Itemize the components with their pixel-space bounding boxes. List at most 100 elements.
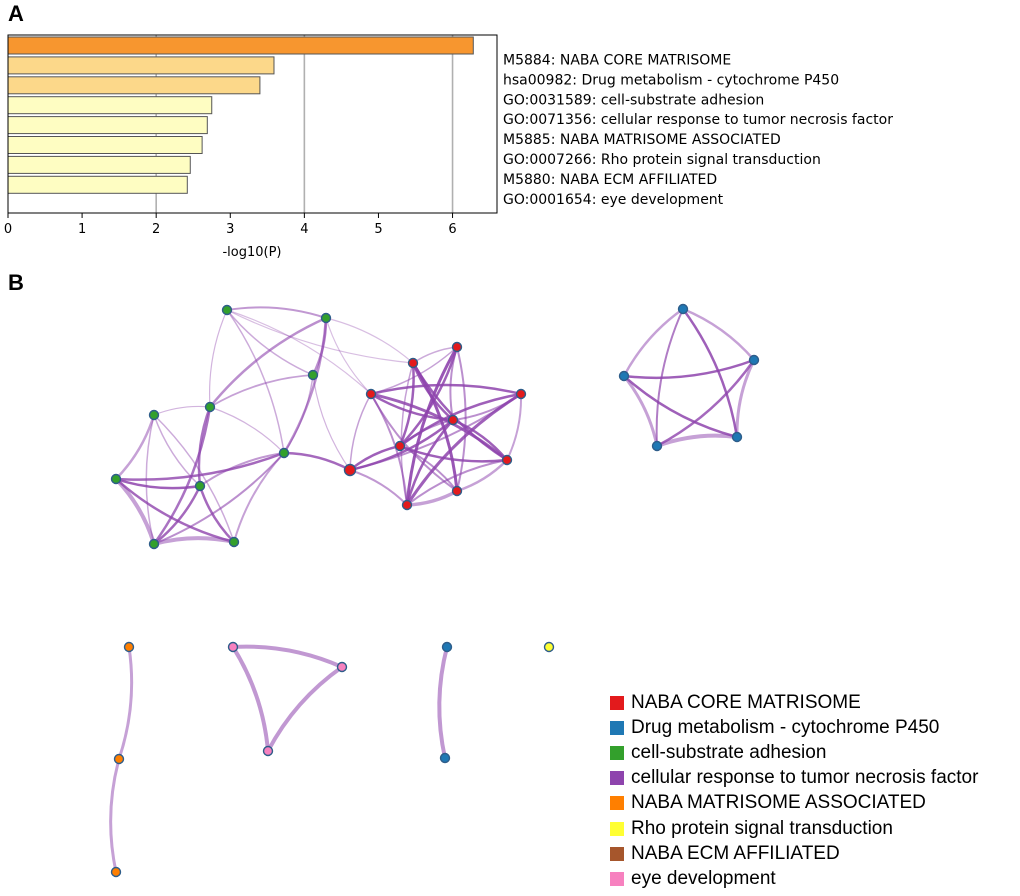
network-edge [398, 444, 509, 463]
network-edge [325, 317, 372, 395]
network-edge [622, 374, 659, 448]
legend-item: NABA MATRISOME ASSOCIATED [610, 791, 978, 816]
network-edge [405, 345, 459, 507]
network-edge [209, 374, 314, 408]
legend-label: NABA CORE MATRISOME [631, 691, 861, 713]
network-edge [114, 477, 202, 490]
network-edge [198, 484, 236, 544]
network-legend: NABA CORE MATRISOME Drug metabolism - cyt… [610, 690, 978, 892]
category-label: GO:0071356: cellular response to tumor n… [503, 112, 893, 128]
network-node [194, 480, 206, 492]
network-node [447, 414, 459, 426]
network-node [148, 409, 160, 421]
network-edge [283, 374, 314, 454]
network-edge [226, 309, 414, 364]
network-edge [266, 665, 344, 753]
network-edge [406, 459, 508, 506]
legend-swatch [610, 846, 624, 861]
network-edge [226, 309, 285, 454]
network-edge [153, 414, 201, 487]
network-edge [226, 309, 372, 395]
network-node [439, 752, 451, 764]
x-tick-label: 0 [4, 222, 12, 237]
legend-swatch [610, 720, 624, 735]
legend-item: Drug metabolism - cytochrome P450 [610, 715, 978, 740]
legend-swatch [610, 796, 624, 811]
network-node [677, 303, 689, 315]
network-edge [114, 413, 156, 481]
network-edge [451, 418, 509, 462]
bar [7, 36, 474, 55]
network-edge [455, 458, 509, 493]
category-label: M5884: NABA CORE MATRISOME [503, 53, 731, 69]
network-edge [226, 306, 327, 319]
bar [7, 136, 203, 154]
legend-item: NABA ECM AFFILIATED [610, 841, 978, 866]
network-node [407, 357, 419, 369]
network-edge [282, 316, 328, 455]
network-node [515, 388, 527, 400]
category-label: GO:0007266: Rho protein signal transduct… [503, 152, 821, 168]
network-node [451, 341, 463, 353]
network-node [365, 388, 377, 400]
network-edge [153, 452, 285, 545]
network-edge [681, 307, 756, 362]
network-edge [231, 644, 344, 669]
plot-frame [7, 34, 498, 214]
network-edge [349, 469, 408, 506]
network-node [227, 641, 239, 653]
legend-item: eye development [610, 866, 978, 891]
legend-label: eye development [631, 867, 776, 889]
legend-swatch [610, 695, 624, 710]
network-node [204, 401, 216, 413]
legend-item: cellular response to tumor necrosis fact… [610, 766, 978, 791]
legend-swatch [610, 871, 624, 886]
network-node [228, 536, 240, 548]
network-edge [209, 406, 285, 454]
network-node [543, 641, 555, 653]
network-node [110, 473, 122, 485]
network-edge [199, 452, 285, 487]
category-label: M5880: NABA ECM AFFILIATED [503, 172, 717, 188]
network-edge [282, 451, 352, 472]
network-edge [348, 418, 455, 472]
network-node [401, 499, 413, 511]
legend-item: Rho protein signal transduction [610, 816, 978, 841]
x-tick-label: 6 [448, 222, 456, 237]
network-edge [114, 451, 286, 481]
x-tick-label: 5 [374, 222, 382, 237]
network-node [320, 312, 332, 324]
category-label: GO:0031589: cell-substrate adhesion [503, 92, 764, 108]
legend-label: Rho protein signal transduction [631, 817, 893, 839]
network-node [148, 538, 160, 550]
legend-swatch [610, 821, 624, 836]
network-edge [117, 645, 134, 761]
network-edge [231, 645, 270, 753]
bar [7, 155, 191, 174]
network-edge [622, 358, 756, 380]
network-node [221, 304, 233, 316]
network-edge [369, 383, 523, 396]
bar [7, 96, 213, 115]
legend-swatch [610, 771, 624, 786]
network-node [262, 745, 274, 757]
legend-label: NABA MATRISOME ASSOCIATED [631, 792, 926, 814]
network-edge [506, 393, 523, 461]
legend-label: Drug metabolism - cytochrome P450 [631, 716, 940, 738]
network-edge [197, 405, 212, 488]
network-node [394, 440, 406, 452]
network-node [501, 454, 513, 466]
network-node [441, 641, 453, 653]
legend-label: cell-substrate adhesion [631, 741, 827, 763]
bar [7, 56, 275, 75]
bar [7, 76, 261, 95]
x-tick-label: 4 [300, 222, 308, 237]
network-edge [349, 393, 372, 471]
legend-item: cell-substrate adhesion [610, 740, 978, 765]
network-node [123, 641, 135, 653]
network-node [113, 753, 125, 765]
x-tick-label: 3 [226, 222, 234, 237]
network-edge [325, 317, 414, 364]
legend-label: cellular response to tumor necrosis fact… [631, 767, 979, 789]
network-node [307, 369, 319, 381]
